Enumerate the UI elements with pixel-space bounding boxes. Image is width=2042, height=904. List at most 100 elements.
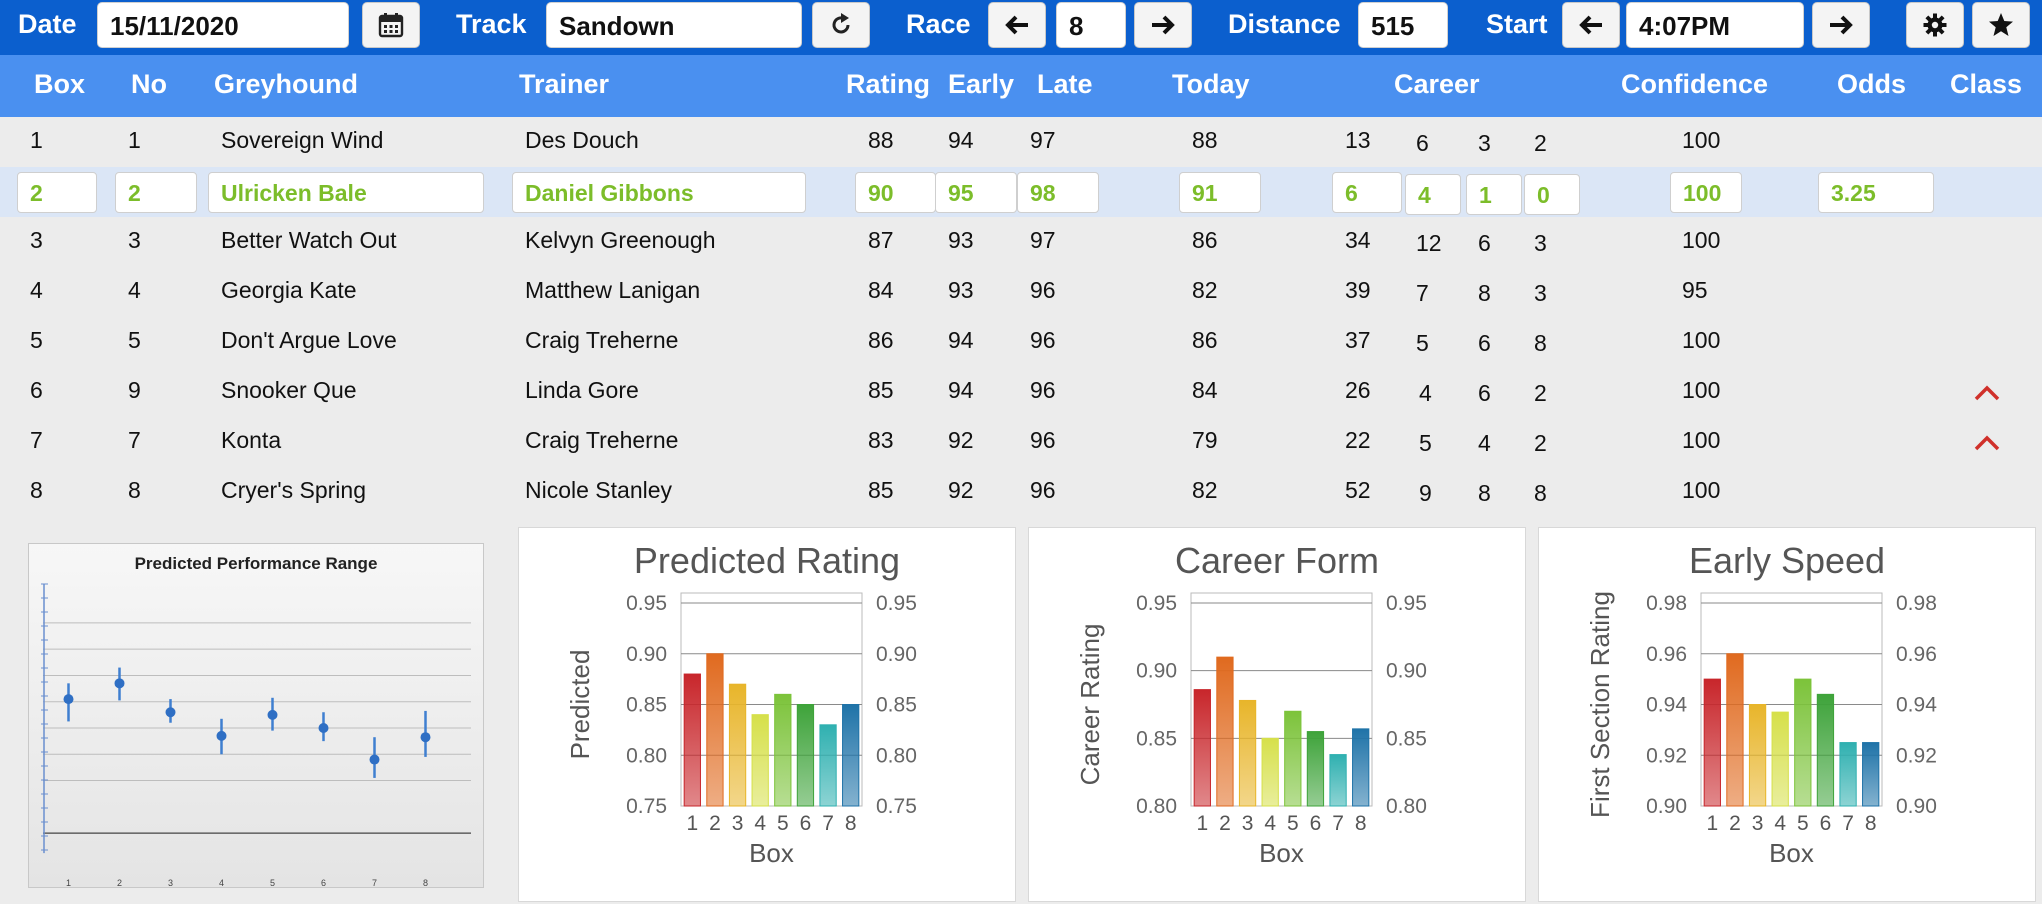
- col-late[interactable]: Late: [1037, 69, 1093, 99]
- chart-title: Predicted Rating: [633, 540, 901, 581]
- edit-box[interactable]: 2: [17, 172, 97, 213]
- settings-button[interactable]: [1906, 2, 1964, 48]
- x-tick-label: 1: [66, 878, 71, 888]
- y2-tick-label: 0.95: [876, 592, 917, 615]
- cell-box: 7: [30, 427, 43, 453]
- x-axis-label: Box: [1259, 838, 1304, 868]
- track-input[interactable]: Sandown: [546, 2, 802, 48]
- cell-no: 3: [128, 227, 141, 253]
- favorite-button[interactable]: [1972, 2, 2030, 48]
- col-early[interactable]: Early: [948, 69, 1015, 99]
- cell-late: 96: [1030, 377, 1056, 403]
- col-trainer[interactable]: Trainer: [519, 69, 610, 99]
- career-form-panel: Career Form 0.80 0.80 0.85 0.85 0.90 0.90 0.95…: [1028, 527, 1526, 902]
- y2-tick-label: 0.92: [1896, 744, 1937, 767]
- table-row[interactable]: 7 7 Konta Craig Treherne 83 92 96 79 22 …: [0, 417, 2042, 467]
- edit-confidence[interactable]: 100: [1670, 172, 1742, 213]
- edit-no[interactable]: 2: [115, 172, 197, 213]
- race-prev-button[interactable]: [988, 2, 1046, 48]
- cell-career-starts: 22: [1345, 427, 1371, 453]
- plot-frame: [1190, 592, 1373, 807]
- y2-tick-label: 0.90: [876, 643, 917, 666]
- x-tick-label: 5: [1287, 812, 1299, 835]
- cell-no: 7: [128, 427, 141, 453]
- x-tick-label: 1: [1706, 812, 1718, 835]
- col-career[interactable]: Career: [1394, 69, 1480, 99]
- gear-icon: [1923, 13, 1947, 37]
- edit-rating[interactable]: 90: [855, 172, 936, 213]
- table-row[interactable]: 4 4 Georgia Kate Matthew Lanigan 84 93 9…: [0, 267, 2042, 317]
- table-row[interactable]: 6 9 Snooker Que Linda Gore 85 94 96 84 2…: [0, 367, 2042, 417]
- y-axis-label: First Section Rating: [1585, 591, 1615, 818]
- table-row[interactable]: 8 8 Cryer's Spring Nicole Stanley 85 92 …: [0, 467, 2042, 517]
- x-tick-label: 1: [1196, 812, 1208, 835]
- col-confidence[interactable]: Confidence: [1621, 69, 1769, 99]
- y-tick-label: 0.95: [626, 592, 667, 615]
- race-input[interactable]: 8: [1056, 2, 1126, 48]
- race-next-button[interactable]: [1134, 2, 1192, 48]
- start-next-button[interactable]: [1812, 2, 1870, 48]
- edit-career-starts[interactable]: 6: [1332, 172, 1402, 213]
- col-today[interactable]: Today: [1172, 69, 1250, 99]
- chevron-up-icon[interactable]: [1972, 381, 2002, 403]
- cell-trainer: Craig Treherne: [525, 427, 679, 453]
- start-time-input[interactable]: 4:07PM: [1626, 2, 1804, 48]
- cell-career-wins: 5: [1419, 430, 1432, 456]
- edit-greyhound[interactable]: Ulricken Bale: [208, 172, 484, 213]
- y-tick-label: 0.94: [1646, 694, 1687, 717]
- edit-late[interactable]: 98: [1017, 172, 1099, 213]
- edit-career-wins[interactable]: 4: [1405, 174, 1461, 215]
- cell-early: 94: [948, 377, 974, 403]
- col-rating[interactable]: Rating: [846, 69, 930, 99]
- cell-late: 96: [1030, 477, 1056, 503]
- edit-odds[interactable]: 3.25: [1818, 172, 1934, 213]
- x-tick-label: 8: [1865, 812, 1877, 835]
- edit-early[interactable]: 95: [935, 172, 1017, 213]
- date-label: Date: [18, 9, 77, 39]
- start-prev-button[interactable]: [1562, 2, 1620, 48]
- chevron-up-icon[interactable]: [1972, 431, 2002, 453]
- track-label: Track: [456, 9, 527, 39]
- cell-rating: 85: [868, 477, 894, 503]
- y-tick-label: 0.75: [626, 795, 667, 818]
- cell-trainer: Linda Gore: [525, 377, 639, 403]
- col-box[interactable]: Box: [34, 69, 86, 99]
- data-point: [63, 694, 74, 705]
- cell-late: 96: [1030, 427, 1056, 453]
- refresh-button[interactable]: [812, 2, 870, 48]
- y2-tick-label: 0.80: [876, 744, 917, 767]
- cell-rating: 84: [868, 277, 894, 303]
- col-odds[interactable]: Odds: [1837, 69, 1907, 99]
- col-class[interactable]: Class: [1950, 69, 2023, 99]
- bar: [1748, 704, 1767, 807]
- y-tick-label: 0.85: [1136, 727, 1177, 750]
- bar: [796, 704, 815, 807]
- table-row[interactable]: 5 5 Don't Argue Love Craig Treherne 86 9…: [0, 317, 2042, 367]
- cell-confidence: 100: [1682, 227, 1721, 253]
- cell-rating: 87: [868, 227, 894, 253]
- edit-trainer[interactable]: Daniel Gibbons: [512, 172, 806, 213]
- distance-input[interactable]: 515: [1358, 2, 1448, 48]
- cell-career-thirds: 8: [1534, 330, 1547, 356]
- x-tick-label: 7: [1842, 812, 1854, 835]
- table-row[interactable]: 1 1 Sovereign Wind Des Douch 88 94 97 88…: [0, 117, 2042, 167]
- table-row-selected[interactable]: 2 2 Ulricken Bale Daniel Gibbons 90 95 9…: [0, 167, 2042, 217]
- cell-today: 86: [1192, 327, 1218, 353]
- col-greyhound[interactable]: Greyhound: [214, 69, 359, 99]
- edit-career-seconds[interactable]: 1: [1466, 174, 1522, 215]
- bar: [728, 683, 747, 807]
- table-row[interactable]: 3 3 Better Watch Out Kelvyn Greenough 87…: [0, 217, 2042, 267]
- col-no[interactable]: No: [131, 69, 167, 99]
- edit-career-thirds[interactable]: 0: [1524, 174, 1580, 215]
- cell-trainer: Craig Treherne: [525, 327, 679, 353]
- x-axis-label: Box: [1769, 838, 1814, 868]
- y-tick-label: 0.90: [626, 643, 667, 666]
- cell-no: 5: [128, 327, 141, 353]
- cell-career-thirds: 3: [1534, 280, 1547, 306]
- x-tick-label: 3: [168, 878, 173, 888]
- cell-career-seconds: 8: [1478, 480, 1491, 506]
- edit-today[interactable]: 91: [1179, 172, 1261, 213]
- calendar-button[interactable]: [362, 2, 420, 48]
- cell-career-seconds: 4: [1478, 430, 1491, 456]
- date-input[interactable]: 15/11/2020: [97, 2, 349, 48]
